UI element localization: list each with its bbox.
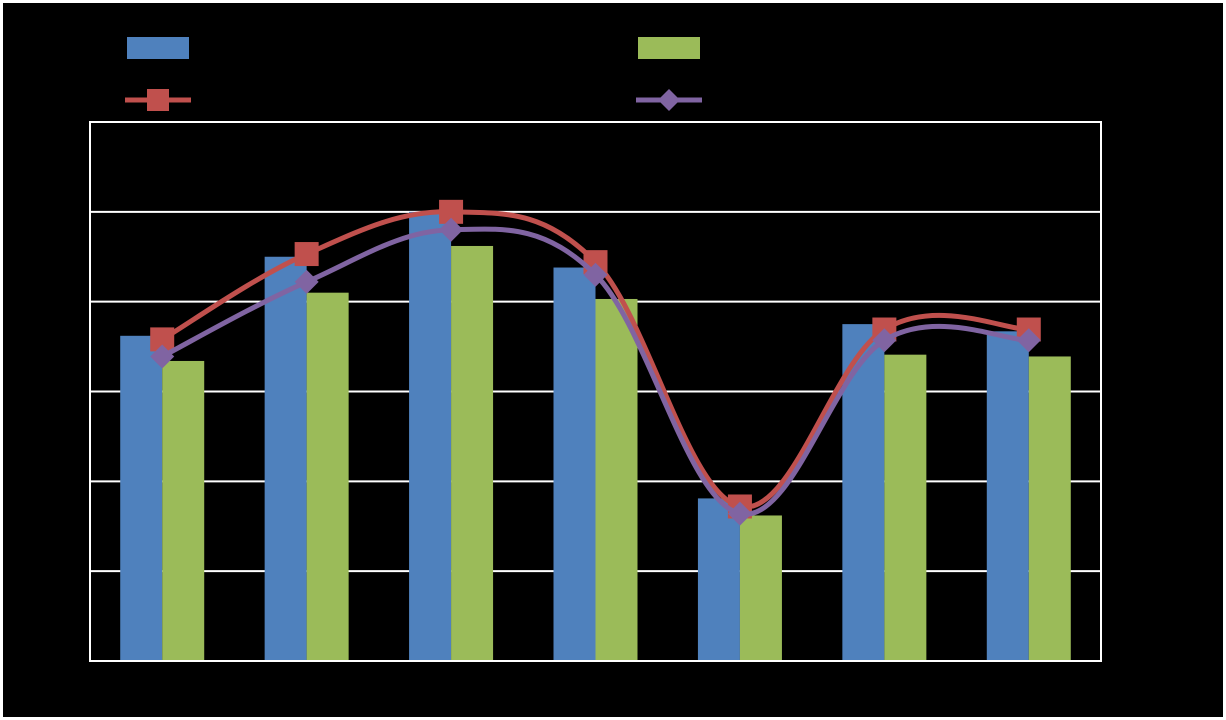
line-point-diamond xyxy=(872,328,897,353)
bar xyxy=(884,354,927,661)
line-marks xyxy=(150,199,1041,526)
legend-swatch-bar xyxy=(638,37,700,59)
bar xyxy=(306,292,349,661)
bar xyxy=(697,498,740,661)
bar xyxy=(553,267,596,661)
line-point-diamond xyxy=(150,344,175,369)
bar xyxy=(739,515,782,661)
bar xyxy=(120,335,163,661)
bar xyxy=(409,211,452,662)
legend-marker-square xyxy=(147,89,169,111)
bar-marks xyxy=(120,211,1071,662)
bar xyxy=(162,360,205,661)
line-point-diamond xyxy=(1016,328,1041,353)
bar xyxy=(1028,356,1071,661)
legend-marker-diamond xyxy=(658,89,680,111)
legend-swatch-bar xyxy=(127,37,189,59)
plot-area-border xyxy=(89,121,1102,662)
line-point-diamond xyxy=(439,217,464,242)
line-point-diamond xyxy=(727,501,752,526)
legend xyxy=(125,37,702,111)
line-point-square xyxy=(294,242,319,267)
line-point-diamond xyxy=(294,269,319,294)
bar xyxy=(264,256,307,661)
line-point-diamond xyxy=(583,262,608,287)
bar xyxy=(986,331,1029,661)
bar xyxy=(595,298,638,661)
bar xyxy=(451,245,494,661)
